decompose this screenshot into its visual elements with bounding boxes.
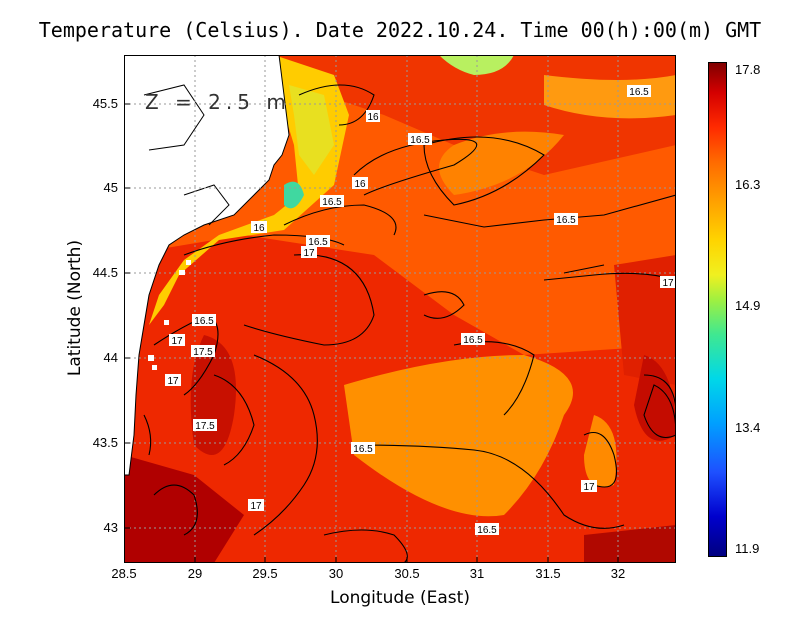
- tick-marks: [124, 103, 619, 563]
- colorbar-label-min: 11.9: [735, 541, 760, 556]
- map-title: Temperature (Celsius). Date 2022.10.24. …: [38, 18, 762, 42]
- contour-label: 16.5: [410, 135, 430, 146]
- y-tick-label: 44.5: [92, 265, 118, 280]
- colorbar-label-max: 17.8: [735, 62, 761, 77]
- y-axis-label: Latitude (North): [65, 239, 85, 377]
- contour-label: 16.5: [308, 237, 328, 248]
- y-tick-label: 43.5: [92, 435, 118, 450]
- contour-label: 17.5: [193, 347, 213, 358]
- contour-label-group: 16.5 16 16.5 16.5 16 16.5 16 16.5 17 16.…: [165, 85, 676, 536]
- coast-line: [143, 84, 205, 151]
- x-tick-label: 29: [187, 566, 203, 581]
- orange-zone: [439, 131, 564, 195]
- contour-label: 17: [303, 248, 315, 259]
- y-tick-label: 44: [103, 350, 118, 365]
- coastal-cells: [148, 260, 191, 370]
- x-tick-label: 29.5: [252, 566, 278, 581]
- x-tick-label: 31: [469, 566, 485, 581]
- y-tick-label: 43: [103, 520, 118, 535]
- contour-label: 16.5: [463, 335, 483, 346]
- plot-frame: [124, 55, 676, 563]
- cool-zone: [289, 85, 334, 175]
- colorbar-label: 13.4: [735, 420, 761, 435]
- contour-label: 16: [367, 112, 379, 123]
- coast-line: [183, 184, 230, 226]
- contour-label: 17: [662, 278, 674, 289]
- contour-label: 17: [167, 376, 179, 387]
- contour-label: 16: [253, 223, 265, 234]
- land-area: [124, 55, 290, 476]
- x-axis-label: Longitude (East): [330, 588, 470, 608]
- contour-label: 16.5: [629, 87, 649, 98]
- y-tick-label: 45: [103, 180, 118, 195]
- contour-label: 17: [171, 336, 183, 347]
- contour-label: 16.5: [322, 197, 342, 208]
- y-tick-label: 45.5: [92, 96, 118, 111]
- grid-lines: [124, 55, 676, 563]
- orange-zone: [344, 355, 573, 517]
- contour-label: 17: [583, 482, 595, 493]
- contour-label: 16.5: [556, 215, 576, 226]
- contour-label: 17.5: [195, 421, 215, 432]
- colorbar-label: 14.9: [735, 298, 761, 313]
- colorbar-label: 16.3: [735, 177, 761, 192]
- depth-label: Z = 2.5 m: [145, 90, 291, 114]
- contour-label: 16.5: [353, 444, 373, 455]
- hot-zone: [584, 525, 676, 563]
- x-tick-label: 32: [610, 566, 626, 581]
- contour-label: 16.5: [194, 316, 214, 327]
- x-tick-label: 30: [328, 566, 344, 581]
- contour-label: 17: [250, 501, 262, 512]
- contour-label: 16.5: [477, 525, 497, 536]
- contour-label: 16: [354, 179, 366, 190]
- x-tick-label: 31.5: [535, 566, 561, 581]
- temperature-map: 16.5 16 16.5 16.5 16 16.5 16 16.5 17 16.…: [124, 55, 676, 563]
- x-tick-label: 28.5: [111, 566, 137, 581]
- colorbar: [708, 62, 727, 557]
- x-tick-label: 30.5: [394, 566, 420, 581]
- hot-zone: [634, 355, 676, 441]
- hot-zone: [124, 455, 244, 563]
